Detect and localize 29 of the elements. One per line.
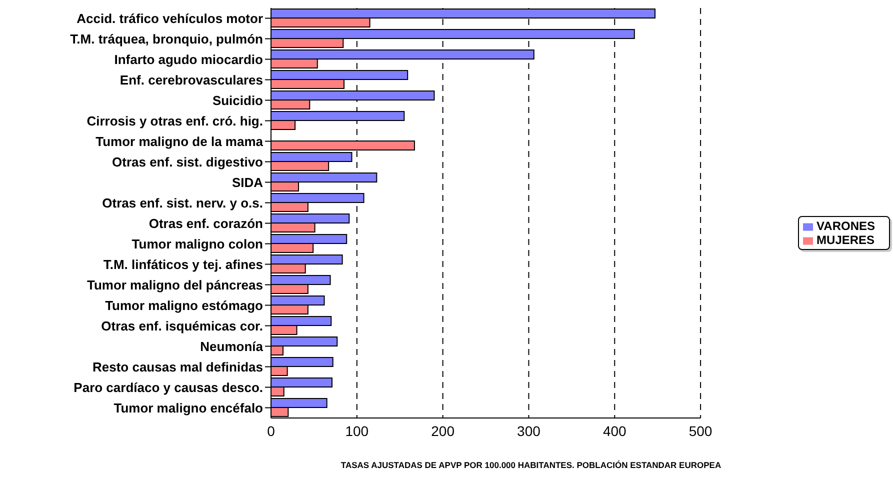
y-tick-label: Resto causas mal definidas [92, 359, 263, 374]
y-tick-label: T.M. tráquea, bronquio, pulmón [70, 31, 264, 46]
y-tick-label: Tumor maligno estómago [105, 298, 264, 313]
y-tick-label: Otras enf. isquémicas cor. [101, 318, 263, 334]
y-tick-label: Otras enf. sist. nerv. y o.s. [102, 195, 263, 210]
y-tick-label: Suicidio [212, 92, 264, 108]
legend-label: MUJERES [816, 233, 875, 247]
y-tick-label: Paro cardíaco y causas desco. [74, 380, 263, 395]
y-tick-label: Tumor maligno encéfalo [114, 400, 264, 416]
x-tick-label: 300 [517, 422, 541, 439]
x-tick-label: 0 [267, 422, 276, 439]
x-tick-label: 500 [688, 422, 712, 439]
y-tick-label: Tumor maligno colon [132, 236, 264, 252]
y-tick-label: Otras enf. corazón [148, 216, 264, 231]
x-axis-title: TASAS AJUSTADAS DE APVP POR 100.000 HABITANTES. POBLACIÓN ESTANDAR EUROPEA [340, 460, 722, 470]
y-tick-label: Enf. cerebrovasculares [120, 72, 263, 88]
y-tick-label: Neumonía [200, 338, 264, 354]
y-tick-label: Tumor maligno del páncreas [86, 277, 263, 292]
y-tick-label: Accid. tráfico vehículos motor [76, 10, 263, 26]
x-tick-label: 200 [431, 422, 455, 439]
y-tick-label: Tumor maligno de la mama [96, 134, 264, 149]
y-tick-label: Otras enf. sist. digestivo [112, 154, 264, 170]
legend-label: VARONES [816, 219, 875, 233]
x-tick-label: 100 [345, 422, 369, 439]
y-tick-label: T.M. linfáticos y tej. afines [103, 256, 263, 272]
y-tick-label: Infarto agudo miocardio [114, 52, 264, 67]
x-tick-label: 400 [602, 422, 627, 439]
y-tick-label: SIDA [232, 174, 264, 190]
y-tick-label: Cirrosis y otras enf. cró. hig. [86, 113, 263, 128]
